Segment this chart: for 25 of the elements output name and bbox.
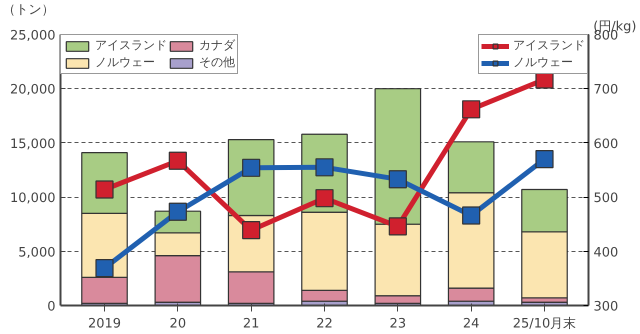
x-tick-label: 21 [242,316,260,332]
y-tick-label: 5,000 [18,245,56,260]
y2-tick-label: 400 [594,245,618,260]
x-tick-label: 25/10月末 [512,316,576,332]
y-tick-label: 0 [47,300,56,314]
legend-label: ノルウェー [513,54,573,71]
y2-tick-label: 700 [594,82,618,98]
y2-tick-label: 300 [594,300,618,314]
x-tick-label: 20 [170,316,186,332]
x-tick-label: 23 [390,316,406,332]
y-tick-label: 10,000 [10,191,56,206]
y2-tick-label: 500 [594,191,618,206]
y-tick-label: 25,000 [10,28,56,44]
legend-label: カナダ [199,37,235,54]
y-tick-label: 15,000 [10,136,56,152]
x-tick-label: 24 [462,316,480,332]
legend-label: ノルウェー [95,54,155,71]
legend-label: その他 [199,54,235,71]
legend-label: アイスランド [513,37,585,54]
x-tick-label: 2019 [88,316,122,332]
legend-label: アイスランド [95,37,167,54]
x-tick-label: 22 [316,316,333,332]
y2-tick-label: 600 [594,136,618,152]
y-tick-label: 20,000 [10,82,56,98]
y-axis-title: （トン） [2,2,54,18]
